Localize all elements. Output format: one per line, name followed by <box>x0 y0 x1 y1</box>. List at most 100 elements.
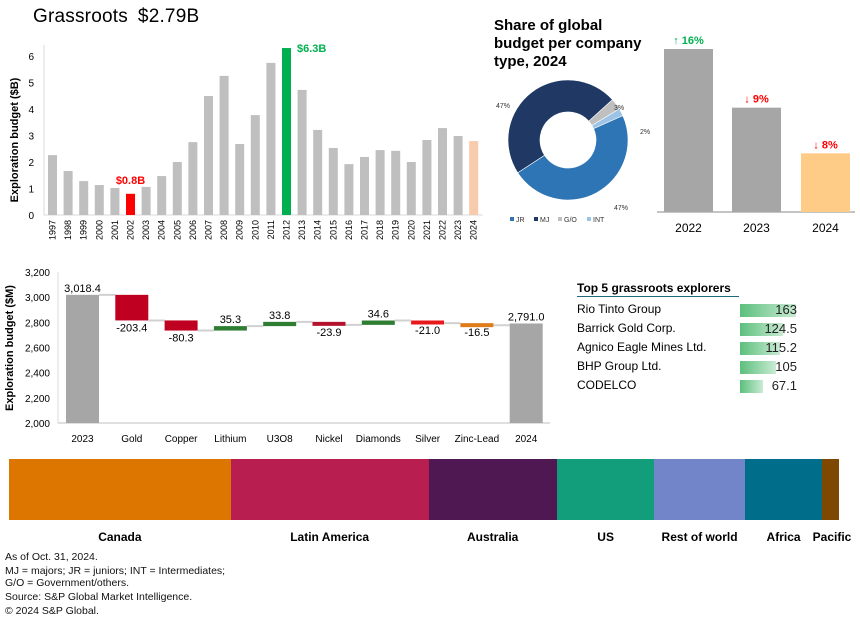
bar-2015 <box>328 147 338 215</box>
y-tick-label: 0 <box>28 211 34 222</box>
x-tick-label: 2024 <box>812 221 839 235</box>
explorer-name: Agnico Eagle Mines Ltd. <box>577 340 707 354</box>
page-title: Grassroots $2.79B <box>33 6 209 28</box>
donut-chart: 47% 47% 3% 2% JR MJ G/O INT <box>496 80 650 224</box>
bar-2019 <box>391 150 401 215</box>
x-tick-label: 2007 <box>204 220 214 240</box>
waterfall-chart: 2,000 2,200 2,400 2,600 2,800 3,000 3,200 Explo… <box>4 268 550 445</box>
yoy-change-chart: ↑ 16% 2022 ↓ 9% 2023 ↓ 8% 2024 <box>657 35 855 235</box>
bar-1998 <box>63 171 73 215</box>
x-tick-label: 2013 <box>297 220 307 240</box>
change-label: ↑ 16% <box>673 35 704 47</box>
waterfall-bar-2023 <box>66 294 99 423</box>
explorer-value: 67.1 <box>771 378 797 393</box>
bar-2005 <box>172 162 182 215</box>
x-tick-label: Gold <box>121 434 142 445</box>
legend-swatch <box>587 217 591 221</box>
x-tick-label: 1998 <box>63 220 73 240</box>
waterfall-bar-diamonds <box>361 320 395 325</box>
region-label: Pacific <box>812 530 852 544</box>
explorer-row: CODELCO 67.1 <box>577 378 807 396</box>
bar-2023 <box>453 136 463 215</box>
y-tick-label: 2 <box>28 158 34 169</box>
data-label: 34.6 <box>368 309 389 321</box>
x-tick-label: 2024 <box>515 434 538 445</box>
region-segment-canada <box>9 459 231 520</box>
legend-swatch <box>558 217 562 221</box>
x-tick-label: 2009 <box>235 220 245 240</box>
title-label: Grassroots <box>33 6 128 27</box>
region-label: Canada <box>98 530 142 544</box>
x-tick-label: 2003 <box>141 220 151 240</box>
change-label: ↓ 9% <box>744 94 769 106</box>
data-label: -16.5 <box>464 327 489 339</box>
footnote-copyright: © 2024 S&P Global. <box>5 605 99 617</box>
historical-bar-chart: 0 1 2 3 4 5 6 Exploration budget ($B) 1997 1998 19… <box>9 43 483 240</box>
x-tick-label: 2023 <box>453 220 463 240</box>
bar-2024 <box>469 141 479 215</box>
bar-2001 <box>110 187 120 215</box>
explorer-value-bar <box>740 342 780 355</box>
data-label: 33.8 <box>269 310 290 322</box>
y-tick-label: 3,000 <box>25 293 50 304</box>
x-tick-label: Nickel <box>315 434 342 445</box>
min-data-label: $0.8B <box>116 175 145 187</box>
data-label: -21.0 <box>415 325 440 337</box>
data-label: 35.3 <box>220 314 241 326</box>
explorer-value-bar <box>740 361 777 374</box>
y-tick-label: 3 <box>28 132 34 143</box>
bar-2023 <box>732 107 781 212</box>
x-tick-label: 2017 <box>360 220 370 240</box>
x-tick-label: 2006 <box>188 220 198 240</box>
top5-title: Top 5 grassroots explorers <box>577 281 739 297</box>
y-tick-label: 2,400 <box>25 369 50 380</box>
waterfall-bar-2024 <box>509 323 543 423</box>
region-segment-africa <box>744 459 823 520</box>
x-tick-label: 2023 <box>71 434 94 445</box>
x-tick-label: 2018 <box>375 220 385 240</box>
explorer-row: BHP Group Ltd. 105 <box>577 359 807 377</box>
data-label: -203.4 <box>116 322 147 334</box>
bar-2022 <box>664 49 713 212</box>
footnote-abbrev-2: G/O = Government/others. <box>5 577 130 589</box>
waterfall-bar-u3o8 <box>263 321 297 327</box>
y-axis-title: Exploration budget ($M) <box>4 285 16 411</box>
x-tick-label: 2019 <box>391 220 401 240</box>
legend-swatch <box>534 217 538 221</box>
region-segment-australia <box>428 459 557 520</box>
waterfall-bar-lithium <box>213 326 247 331</box>
x-tick-label: Copper <box>165 434 198 445</box>
x-tick-label: 2023 <box>743 221 770 235</box>
y-tick-label: 5 <box>28 79 34 90</box>
change-label: ↓ 8% <box>813 139 838 151</box>
x-tick-label: 2022 <box>675 221 702 235</box>
explorer-name: Barrick Gold Corp. <box>577 321 676 335</box>
waterfall-bar-silver <box>411 320 445 325</box>
footnotes: As of Oct. 31, 2024. MJ = majors; JR = j… <box>5 551 225 619</box>
explorer-row: Agnico Eagle Mines Ltd. 115.2 <box>577 340 807 358</box>
bar-2012 <box>282 48 291 215</box>
x-tick-label: 2014 <box>313 220 323 240</box>
bar-2003 <box>141 186 151 215</box>
x-tick-label: 2011 <box>266 220 276 239</box>
x-tick-label: 2021 <box>422 220 432 240</box>
max-data-label: $6.3B <box>297 43 326 55</box>
x-tick-label: 2012 <box>282 220 292 240</box>
legend-swatch <box>510 217 514 221</box>
explorer-name: BHP Group Ltd. <box>577 359 662 373</box>
y-tick-label: 2,000 <box>25 419 50 430</box>
bar-2016 <box>344 164 354 215</box>
bar-2013 <box>297 89 307 215</box>
donut-slice-mj <box>507 80 613 174</box>
waterfall-bar-copper <box>164 320 198 331</box>
explorer-value: 163 <box>775 302 797 317</box>
bar-2000 <box>94 185 104 215</box>
explorer-row: Barrick Gold Corp. 124.5 <box>577 321 807 339</box>
footnote-date: As of Oct. 31, 2024. <box>5 551 98 563</box>
region-label: Rest of world <box>661 530 738 544</box>
waterfall-bar-gold <box>115 294 149 321</box>
explorer-row: Rio Tinto Group 163 <box>577 302 807 320</box>
x-tick-label: 2024 <box>469 220 479 240</box>
y-tick-label: 2,800 <box>25 318 50 329</box>
x-tick-label: 2020 <box>406 220 416 240</box>
